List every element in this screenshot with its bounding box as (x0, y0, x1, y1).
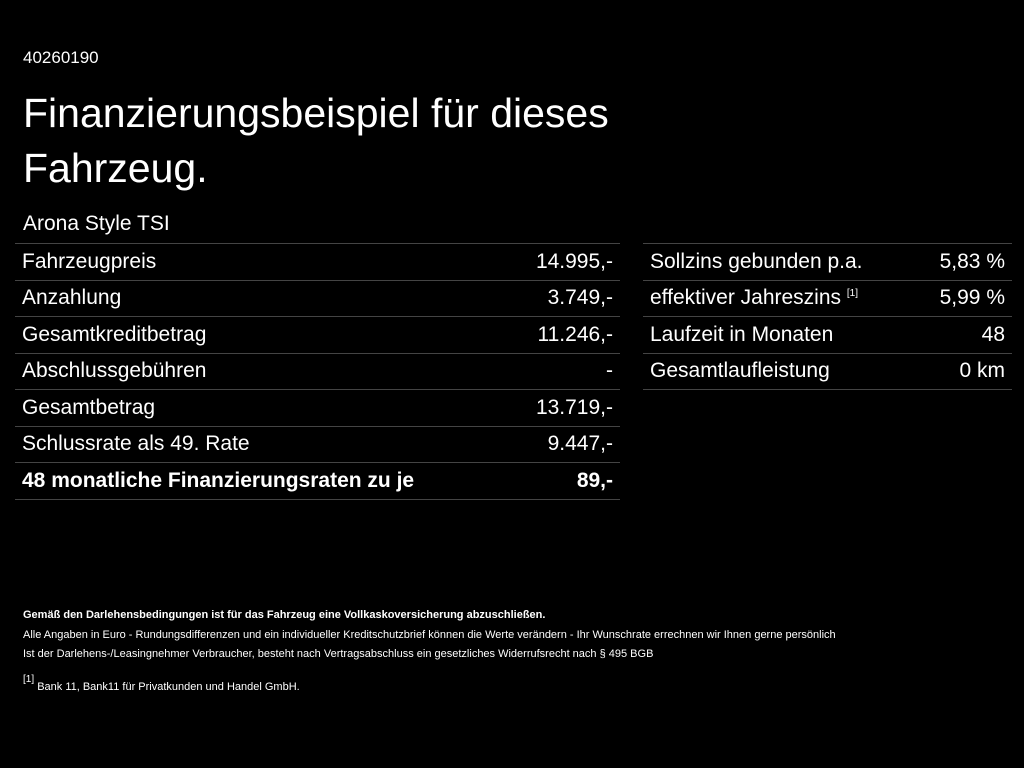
row-label: Gesamtbetrag (22, 396, 155, 420)
table-row: Fahrzeugpreis 14.995,- (15, 243, 620, 280)
row-value: 11.246,- (537, 322, 614, 346)
footnote: [1] Bank 11, Bank11 für Privatkunden und… (23, 670, 836, 698)
table-row: Anzahlung 3.749,- (15, 279, 620, 317)
row-label: effektiver Jahreszins [1] (650, 286, 858, 310)
label-text: Gesamtbetrag (22, 395, 156, 419)
label-text: Anzahlung (22, 286, 122, 310)
row-value: 48 (981, 322, 1005, 346)
label-text: Gesamtkreditbetrag (22, 322, 207, 346)
row-value: 3.749,- (547, 286, 613, 310)
note: Gemäß den Darlehensbedingungen ist für d… (23, 609, 546, 621)
label-text: Laufzeit in Monaten (650, 322, 834, 346)
label-text: Fahrzeugpreis (22, 249, 157, 273)
row-value: 13.719,- (535, 395, 613, 419)
label-text: 48 monatliche Finanzierungsraten zu je (22, 468, 415, 492)
label-text: Schlussrate als 49. Rate (22, 432, 250, 456)
row-label: Gesamtlaufleistung (650, 359, 830, 383)
right-table: Sollzins gebunden p.a. 5,83 % effektiver J… (643, 243, 1012, 390)
document-id: 40260190 (23, 48, 99, 67)
footnote-marker: [1] (23, 673, 35, 685)
row-value: 0 km (959, 359, 1005, 383)
table-row: Laufzeit in Monaten 48 (643, 316, 1012, 353)
row-value: - (606, 359, 613, 383)
table-row: effektiver Jahreszins [1] 5,99 % (643, 279, 1012, 317)
label-text: effektiver Jahreszins (650, 286, 842, 310)
table-row: Sollzins gebunden p.a. 5,83 % (643, 243, 1012, 280)
note: Alle Angaben in Euro - Rundungsdifferenz… (23, 628, 836, 641)
left-table: Fahrzeugpreis 14.995,- Anzahlung 3.749,- Ges… (15, 243, 620, 500)
row-value: 5,83 % (939, 249, 1005, 273)
title: Finanzierungsbeispiel für dieses Fahrzeu… (23, 90, 609, 191)
table-row: Abschlussgebühren - (15, 352, 620, 390)
row-label: Fahrzeugpreis (22, 250, 156, 274)
row-label: 48 monatliche Finanzierungsraten zu je (22, 469, 414, 493)
table-row: Gesamtbetrag 13.719,- (15, 389, 620, 426)
row-label: Anzahlung (22, 286, 121, 310)
row-label: Schlussrate als 49. Rate (22, 432, 250, 456)
table-row: 48 monatliche Finanzierungsraten zu je 89… (15, 462, 620, 499)
table-row: Schlussrate als 49. Rate 9.447,- (15, 425, 620, 463)
row-value: 14.995,- (535, 249, 613, 273)
row-value: 9.447,- (547, 432, 613, 456)
label-text: Abschlussgebühren (22, 359, 207, 383)
row-value: 5,99 % (939, 286, 1005, 310)
footnote-ref: [1] (846, 288, 858, 300)
notes: Gemäß den Darlehensbedingungen ist für d… (23, 606, 836, 697)
row-label: Sollzins gebunden p.a. (650, 250, 863, 274)
table-row: Gesamtkreditbetrag 11.246,- (15, 316, 620, 353)
table-row: Gesamtlaufleistung 0 km (643, 352, 1012, 390)
row-value: 89,- (576, 468, 613, 492)
model-name: Arona Style TSI (23, 212, 170, 235)
row-label: Laufzeit in Monaten (650, 323, 833, 347)
row-label: Abschlussgebühren (22, 359, 206, 383)
label-text: Sollzins gebunden p.a. (650, 249, 863, 273)
footnote-text: Bank 11, Bank11 für Privatkunden und Han… (37, 680, 300, 693)
label-text: Gesamtlaufleistung (650, 359, 830, 383)
row-label: Gesamtkreditbetrag (22, 323, 206, 347)
note: Ist der Darlehens-/Leasingnehmer Verbrau… (23, 648, 654, 660)
